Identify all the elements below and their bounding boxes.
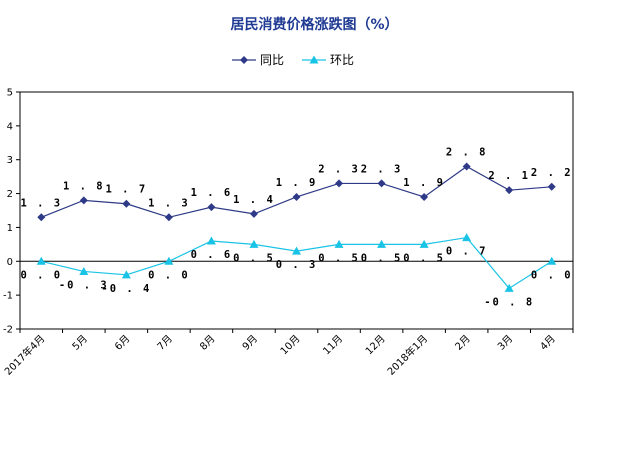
data-label: 1 . 3 xyxy=(20,197,62,209)
data-label: 2 . 2 xyxy=(531,167,573,179)
x-tick-label: 12月 xyxy=(363,333,388,358)
data-label: -0 . 4 xyxy=(101,283,151,295)
y-tick-label: -2 xyxy=(3,325,13,336)
data-label: 1 . 7 xyxy=(106,184,148,196)
x-tick-label: 6月 xyxy=(112,333,132,353)
data-point-marker xyxy=(377,179,386,188)
x-tick-label: 11月 xyxy=(321,333,346,358)
data-label: 1 . 4 xyxy=(233,194,275,206)
data-point-marker xyxy=(505,186,514,195)
x-tick-label: 5月 xyxy=(70,333,90,353)
data-point-marker xyxy=(462,233,472,242)
legend-label: 同比 xyxy=(260,53,284,67)
y-tick-label: 4 xyxy=(7,121,13,132)
x-tick-label: 2018年1月 xyxy=(384,332,430,378)
data-point-marker xyxy=(462,162,471,171)
legend-label: 环比 xyxy=(330,53,354,67)
data-label: 0 . 5 xyxy=(233,252,275,264)
y-tick-label: 3 xyxy=(7,155,13,166)
legend-marker xyxy=(240,56,248,64)
data-label: 0 . 0 xyxy=(20,269,62,281)
y-tick-label: -1 xyxy=(3,291,13,302)
data-point-marker xyxy=(207,203,216,212)
data-label: 0 . 5 xyxy=(403,252,445,264)
data-label: 0 . 5 xyxy=(318,252,360,264)
data-point-marker xyxy=(504,283,514,292)
data-point-marker xyxy=(419,239,429,248)
legend-marker xyxy=(309,55,319,64)
data-point-marker xyxy=(249,239,259,248)
data-point-marker xyxy=(37,213,46,222)
data-point-marker xyxy=(79,196,88,205)
y-tick-label: 1 xyxy=(7,223,13,234)
data-point-marker xyxy=(547,256,557,265)
y-tick-label: 2 xyxy=(7,189,13,200)
x-tick-label: 4月 xyxy=(538,333,558,353)
data-point-marker xyxy=(79,266,89,275)
data-label: 0 . 6 xyxy=(191,249,233,261)
data-point-marker xyxy=(377,239,387,248)
data-point-marker xyxy=(36,256,46,265)
data-label: 0 . 3 xyxy=(276,259,318,271)
data-label: 1 . 6 xyxy=(191,187,233,199)
data-label: 1 . 9 xyxy=(276,177,318,189)
data-label: 2 . 3 xyxy=(318,163,360,175)
data-label: 0 . 7 xyxy=(446,246,488,258)
plot-frame xyxy=(19,91,574,330)
data-point-marker xyxy=(420,192,429,201)
chart-title: 居民消费价格涨跌图（%） xyxy=(230,17,399,33)
data-point-marker xyxy=(122,199,131,208)
data-label: 0 . 5 xyxy=(361,252,403,264)
data-label: 1 . 3 xyxy=(148,197,190,209)
data-point-marker xyxy=(335,179,344,188)
data-label: 0 . 0 xyxy=(148,269,190,281)
data-label: -0 . 8 xyxy=(484,296,534,308)
data-point-marker xyxy=(164,213,173,222)
x-tick-label: 8月 xyxy=(197,333,217,353)
data-label: 1 . 8 xyxy=(63,180,105,192)
data-point-marker xyxy=(292,246,301,255)
data-point-marker xyxy=(206,236,216,245)
data-point-marker xyxy=(164,256,174,265)
x-tick-label: 9月 xyxy=(240,333,260,353)
x-tick-label: 2017年4月 xyxy=(2,332,48,378)
data-point-marker xyxy=(249,209,258,218)
data-label: -0 . 3 xyxy=(59,279,109,291)
x-tick-label: 2月 xyxy=(453,333,473,353)
data-label: 2 . 8 xyxy=(446,146,488,158)
data-label: 2 . 1 xyxy=(488,170,530,182)
data-point-marker xyxy=(547,182,556,191)
y-tick-label: 5 xyxy=(7,88,13,99)
data-point-marker xyxy=(334,239,344,248)
data-label: 1 . 9 xyxy=(403,177,445,189)
x-tick-label: 3月 xyxy=(495,333,515,353)
data-label: 0 . 0 xyxy=(531,269,573,281)
data-point-marker xyxy=(121,270,131,279)
data-label: 2 . 3 xyxy=(361,163,403,175)
y-tick-label: 0 xyxy=(7,257,13,268)
x-tick-label: 7月 xyxy=(155,333,175,353)
x-tick-label: 10月 xyxy=(278,333,303,358)
data-point-marker xyxy=(292,192,301,201)
